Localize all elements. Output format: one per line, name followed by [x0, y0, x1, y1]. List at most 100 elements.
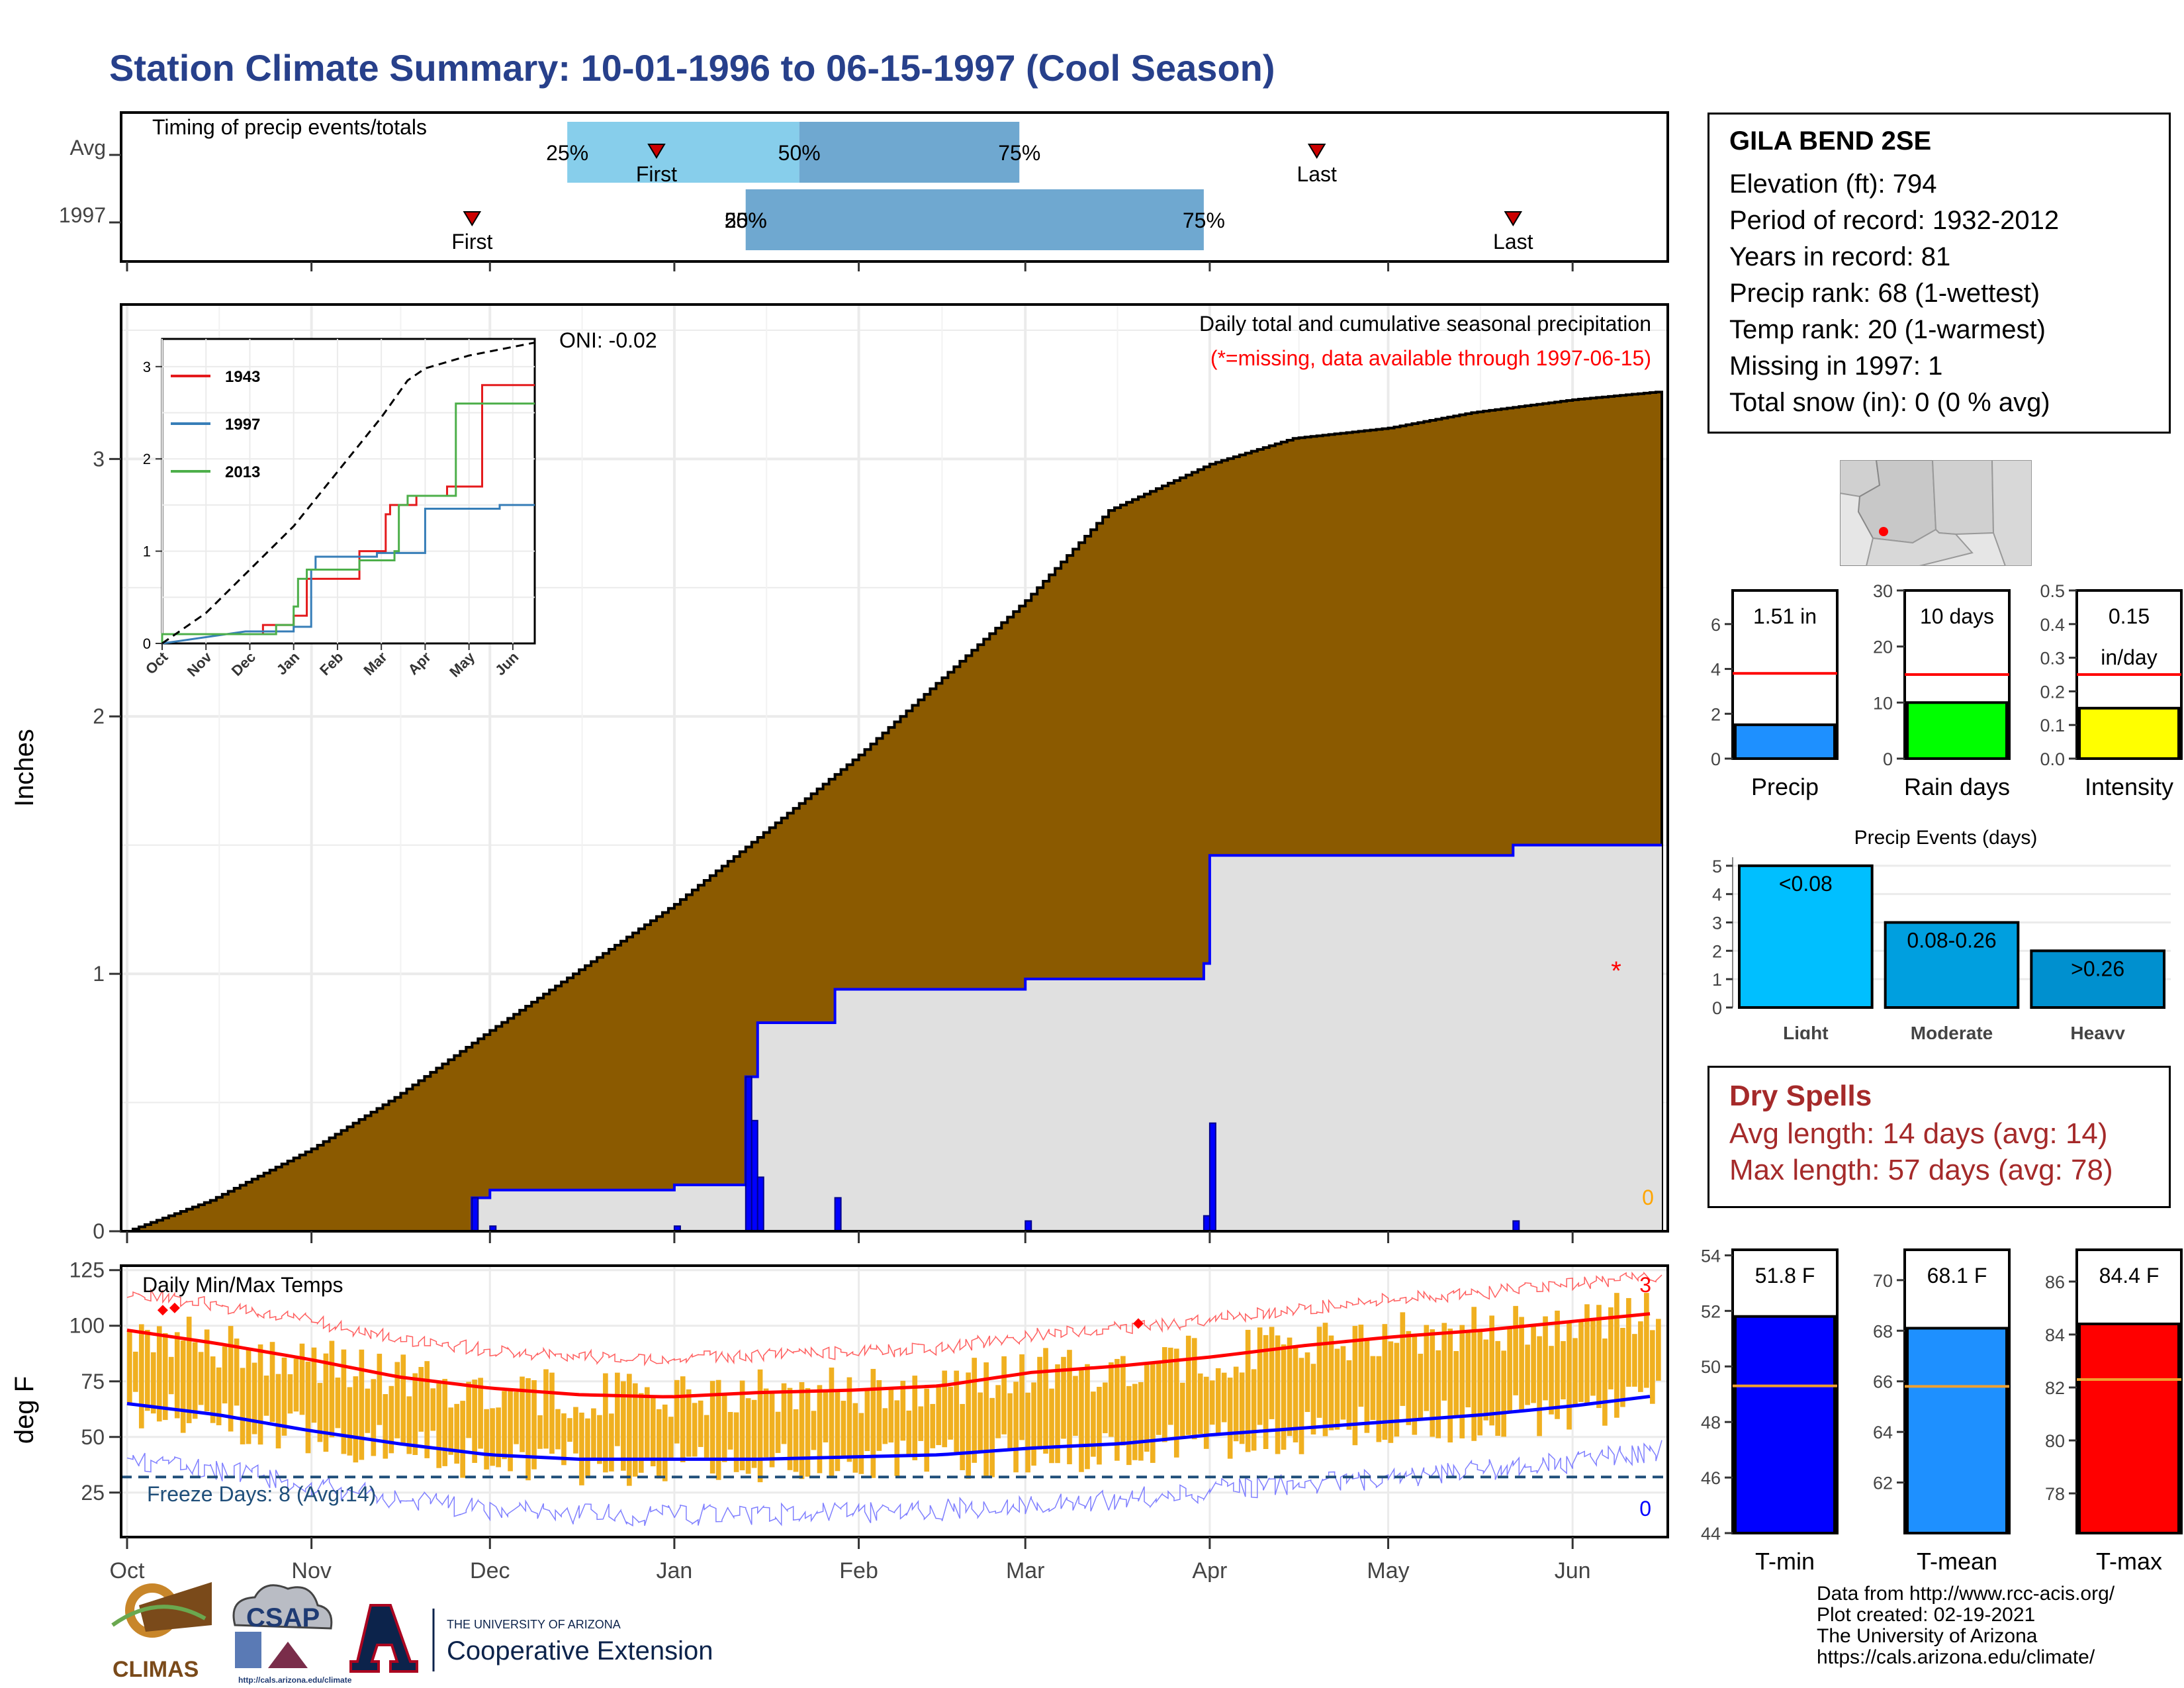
- station-name: GILA BEND 2SE: [1729, 126, 1932, 156]
- daily-temp-bar: [1590, 1321, 1596, 1396]
- station-line: Years in record: 81: [1729, 242, 1951, 271]
- daily-temp-bar: [1067, 1350, 1072, 1464]
- daily-precip-bar: [751, 1119, 758, 1233]
- daily-temp-bar: [1173, 1348, 1179, 1458]
- temp-stats: 51.8 F T-min 44 46 48 50 52 54 68.1 F T-mean 62 64 6…: [1701, 1246, 2183, 1575]
- record-high-marker: [169, 1302, 180, 1313]
- daily-temp-bar: [1596, 1305, 1602, 1409]
- daily-temp-bar: [1138, 1382, 1144, 1461]
- daily-temp-bar: [168, 1356, 174, 1395]
- daily-temp-bar: [1632, 1334, 1637, 1387]
- pstat-y-tick-label: 6: [1711, 615, 1721, 635]
- daily-temp-bar: [132, 1351, 138, 1392]
- daily-temp-bar: [1513, 1305, 1518, 1395]
- daily-temp-bar: [721, 1395, 727, 1462]
- daily-temp-bar: [1483, 1339, 1488, 1421]
- daily-temp-bar: [668, 1417, 674, 1460]
- daily-temp-bar: [978, 1392, 983, 1453]
- daily-temp-bar: [400, 1354, 406, 1444]
- missing-note: (*=missing, data available through 1997-…: [1210, 346, 1651, 370]
- daily-temp-bar: [1424, 1325, 1430, 1411]
- tstat-y-tick-label: 84: [2045, 1325, 2065, 1345]
- daily-temp-bar: [1120, 1356, 1126, 1446]
- daily-temp-bar: [156, 1326, 162, 1422]
- daily-temp-bar: [638, 1393, 644, 1473]
- daily-temp-bar: [1013, 1382, 1019, 1473]
- daily-temp-bar: [811, 1411, 817, 1450]
- daily-temp-bar: [727, 1412, 733, 1450]
- daily-temp-bar: [751, 1399, 757, 1468]
- tstat-y-tick-label: 78: [2045, 1484, 2065, 1504]
- daily-temp-bar: [674, 1380, 680, 1444]
- daily-temp-bar: [1239, 1372, 1245, 1444]
- daily-temp-bar: [323, 1353, 329, 1452]
- daily-temp-bar: [1477, 1331, 1483, 1436]
- daily-temp-bar: [1656, 1319, 1661, 1381]
- timing-label: Timing of precip events/totals: [152, 115, 427, 139]
- daily-temp-bar: [525, 1378, 531, 1481]
- daily-temp-bar: [1150, 1364, 1156, 1463]
- daily-temp-bar: [317, 1383, 323, 1442]
- daily-temp-bar: [1501, 1350, 1506, 1437]
- daily-temp-bar: [1572, 1338, 1578, 1406]
- events-title: Precip Events (days): [1854, 827, 2038, 849]
- daily-temp-bar: [579, 1412, 584, 1485]
- daily-temp-bar: [1578, 1321, 1584, 1402]
- pstat-bar: [1734, 723, 1836, 760]
- y-tick-label: 1: [93, 962, 105, 986]
- temp-x-tick-label: Dec: [470, 1558, 510, 1582]
- daily-temp-bar: [1132, 1383, 1138, 1460]
- daily-temp-bar: [1263, 1335, 1269, 1449]
- record-high-marker: [157, 1305, 168, 1316]
- credit-line: Data from http://www.rcc-acis.org/: [1817, 1583, 2115, 1605]
- daily-temp-bar: [204, 1329, 210, 1412]
- daily-temp-bar: [418, 1367, 424, 1432]
- daily-temp-bar: [1161, 1347, 1167, 1442]
- daily-temp-bar: [144, 1329, 150, 1411]
- daily-temp-bar: [823, 1392, 829, 1442]
- daily-temp-bar: [1495, 1340, 1500, 1436]
- daily-temp-bar: [1543, 1316, 1548, 1401]
- daily-temp-bar: [1531, 1323, 1536, 1403]
- daily-temp-bar: [1197, 1373, 1203, 1434]
- record-low-line: [126, 1440, 1662, 1526]
- inset-y-tick-label: 2: [143, 451, 151, 467]
- daily-temp-bar: [424, 1361, 430, 1458]
- precip-subtitle: Daily total and cumulative seasonal prec…: [1199, 312, 1651, 336]
- temp-x-tick-label: Apr: [1192, 1558, 1227, 1582]
- daily-temp-bar: [210, 1356, 216, 1423]
- pstat-y-tick-label: 2: [1711, 704, 1721, 724]
- daily-temp-bar: [609, 1413, 614, 1472]
- csap-text: CSAP: [246, 1603, 320, 1632]
- dry-spells-title: Dry Spells: [1729, 1080, 1872, 1112]
- daily-temp-bar: [966, 1372, 972, 1479]
- daily-temp-bar: [1555, 1310, 1560, 1419]
- daily-temp-bar: [1620, 1327, 1625, 1407]
- daily-temp-bar: [1489, 1315, 1494, 1426]
- y-tick-label: 2: [93, 704, 105, 728]
- daily-temp-bar: [371, 1379, 377, 1456]
- daily-temp-bar: [549, 1372, 555, 1454]
- pstat-value-label: in/day: [2101, 645, 2157, 669]
- timing-marker-first: [463, 211, 482, 226]
- daily-temp-bar: [1418, 1354, 1424, 1421]
- daily-temp-bar: [1382, 1324, 1388, 1440]
- daily-temp-bar: [555, 1409, 561, 1450]
- record-low-count: 0: [1639, 1497, 1651, 1521]
- daily-temp-bar: [829, 1367, 835, 1477]
- tstat-y-tick-label: 68: [1873, 1321, 1893, 1341]
- ua-logo: THE UNIVERSITY OF ARIZONA Cooperative Ex…: [349, 1604, 713, 1673]
- daily-temp-bar: [1221, 1372, 1227, 1423]
- timing-last-label: Last: [1297, 162, 1337, 186]
- daily-temp-bar: [251, 1362, 257, 1434]
- daily-temp-bar: [234, 1338, 240, 1406]
- daily-temp-bar: [876, 1380, 882, 1451]
- tstat-y-tick-label: 80: [2045, 1431, 2065, 1451]
- inset-y-tick-label: 1: [143, 543, 151, 560]
- daily-temp-bar: [1376, 1356, 1382, 1442]
- station-line: Precip rank: 68 (1-wettest): [1729, 279, 2040, 308]
- temp-x-tick-label: Mar: [1006, 1558, 1045, 1582]
- freeze-label: Freeze Days: 8 (Avg:14): [147, 1482, 376, 1506]
- tstat-y-tick-label: 62: [1873, 1474, 1893, 1493]
- daily-temp-bar: [1185, 1335, 1191, 1435]
